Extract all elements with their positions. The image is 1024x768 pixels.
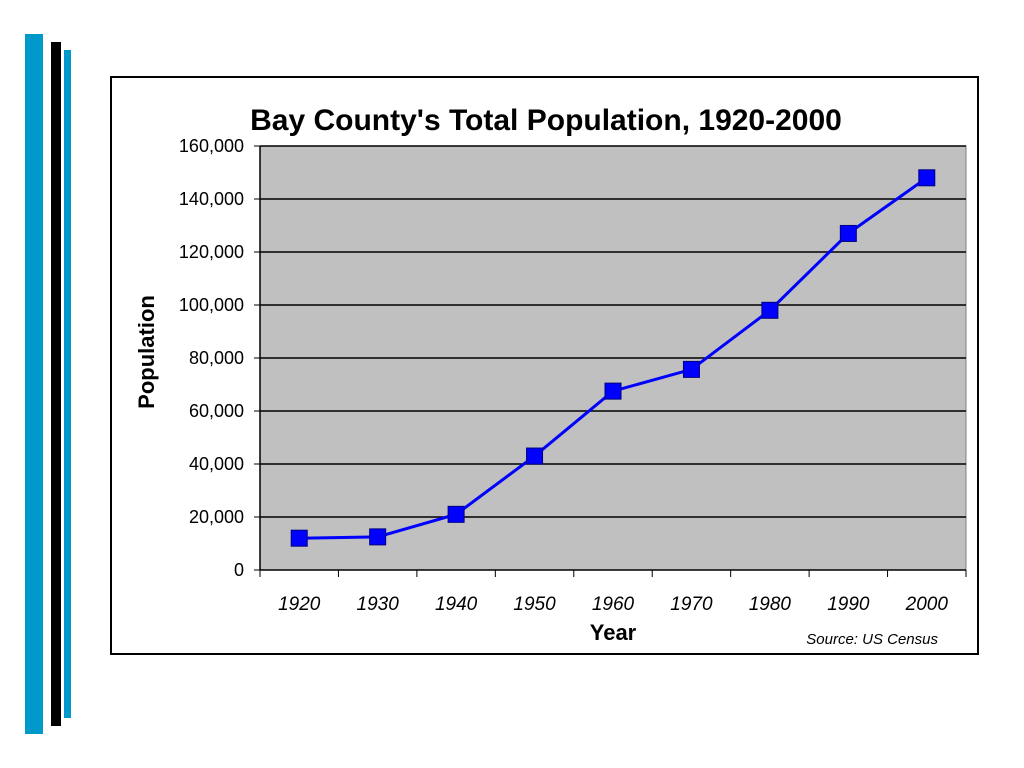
- chart-title: Bay County's Total Population, 1920-2000: [250, 104, 842, 137]
- x-tick-label: 1930: [357, 594, 400, 615]
- decorative-bar-black: [51, 42, 61, 726]
- x-tick-labels: 1920 1930 1940 1950 1960 1970 1980 1990 2000: [278, 594, 948, 615]
- x-axis-label: Year: [590, 620, 637, 645]
- y-tick-label: 60,000: [189, 401, 244, 421]
- data-point-1970: [682, 360, 700, 378]
- x-tick-label: 1950: [513, 594, 556, 615]
- series-population: [290, 169, 936, 547]
- data-point-1980: [761, 301, 779, 319]
- y-tick-label: 100,000: [179, 295, 244, 315]
- x-tick-label: 2000: [905, 594, 949, 615]
- y-tick-label: 20,000: [189, 507, 244, 527]
- data-point-1950: [526, 447, 544, 465]
- y-tick-label: 80,000: [189, 348, 244, 368]
- x-tick-label: 1920: [278, 594, 321, 615]
- data-point-1920: [290, 529, 308, 547]
- data-point-2000: [918, 169, 936, 187]
- decorative-bar-blue-thin: [64, 50, 71, 718]
- y-tick-label: 140,000: [179, 189, 244, 209]
- x-tick-label: 1990: [827, 594, 870, 615]
- decorative-bar-blue-wide: [25, 34, 43, 734]
- source-note: Source: US Census: [806, 631, 938, 648]
- y-tick-label: 0: [234, 560, 244, 580]
- x-tick-label: 1980: [749, 594, 792, 615]
- y-axis-label: Population: [134, 295, 159, 409]
- gridlines: [254, 145, 966, 571]
- data-point-1930: [369, 528, 387, 546]
- y-tick-label: 120,000: [179, 242, 244, 262]
- y-tick-label: 160,000: [179, 136, 244, 156]
- x-tick-label: 1970: [670, 594, 713, 615]
- y-tick-labels: 0 20,000 40,000 60,000 80,000 100,000 120,000 1…: [179, 136, 244, 580]
- data-point-1960: [604, 382, 622, 400]
- data-point-1990: [839, 224, 857, 242]
- data-point-1940: [447, 505, 465, 523]
- x-tick-label: 1940: [435, 594, 478, 615]
- axes: [259, 146, 967, 577]
- y-tick-label: 40,000: [189, 454, 244, 474]
- x-tick-label: 1960: [592, 594, 635, 615]
